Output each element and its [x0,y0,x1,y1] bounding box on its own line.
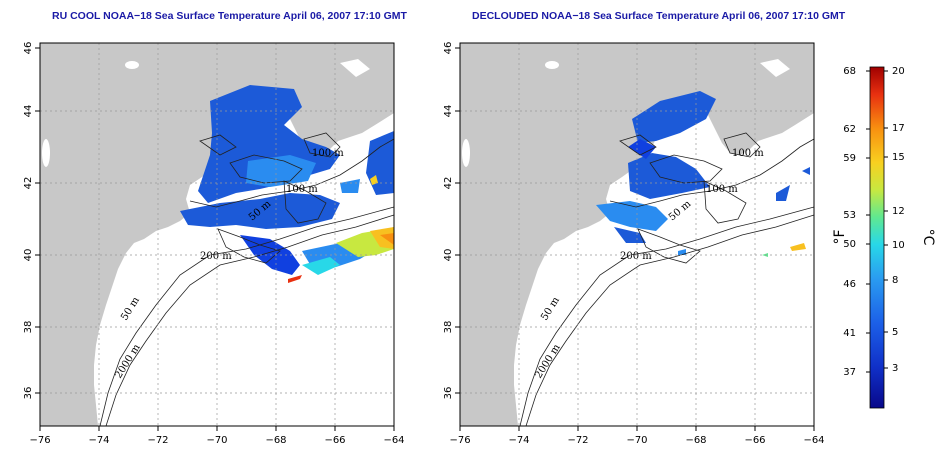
sst-small-patch [678,249,686,255]
bay [340,59,370,77]
x-tick-label: −72 [147,435,168,446]
lake [42,139,50,167]
lake [545,61,559,69]
celsius-tick-label: 15 [892,152,905,163]
right-map-title: DECLOUDED NOAA−18 Sea Surface Temperatur… [472,10,846,22]
fahrenheit-tick-label: 59 [843,153,856,164]
sst-east-fragment [776,185,790,201]
y-tick-label: 42 [443,177,454,190]
y-tick-label: 36 [443,387,454,400]
sst-warm-patch [246,155,316,187]
y-tick-label: 40 [23,249,34,262]
sst-gulf-stream-fragment [790,243,806,251]
sst-southern-shelf [596,201,668,231]
contour-label: 200 m [620,251,652,262]
y-tick-label: 40 [443,249,454,262]
y-tick-label: 42 [23,177,34,190]
x-tick-label: −64 [803,435,824,446]
island [704,131,712,143]
y-tick-label: 46 [443,42,454,55]
sst-scattered [340,179,360,193]
celsius-unit-label: °C [920,229,936,246]
axis-ticks [35,47,395,431]
fahrenheit-tick-label: 46 [843,279,856,290]
y-tick-label: 44 [443,105,454,118]
temperature-colorbar: 68 62 59 53 50 46 41 37 20 17 15 12 10 8… [830,55,936,425]
x-tick-label: −70 [626,435,647,446]
fahrenheit-tick-label: 37 [843,367,856,378]
celsius-tick-label: 10 [892,240,905,251]
x-tick-label: −66 [324,435,345,446]
x-tick-label: −72 [567,435,588,446]
y-tick-label: 38 [443,321,454,334]
sst-coastal-band [628,153,710,199]
sst-gulf-stream-core [380,233,394,245]
celsius-tick-label: 5 [892,327,898,338]
gridlines [40,43,394,426]
x-tick-label: −68 [685,435,706,446]
left-sst-map: 100 m 100 m 50 m 200 m 50 m 2000 m 46 44… [23,42,405,446]
sst-warm-filament [302,257,340,275]
celsius-tick-label: 17 [892,123,905,134]
x-tick-label: −64 [383,435,404,446]
sst-coastal-cool [628,139,656,159]
x-tick-label: −74 [88,435,109,446]
lake [462,139,470,167]
contour-label: 100 m [732,148,764,159]
bathymetry-contours [99,132,395,427]
fahrenheit-tick-label: 68 [843,66,856,77]
fahrenheit-tick-label: 53 [843,210,856,221]
sst-red-streak [288,275,302,283]
y-tick-label: 38 [23,321,34,334]
sst-gulf-stream [370,227,394,249]
y-tick-label: 44 [23,105,34,118]
x-tick-label: −70 [206,435,227,446]
lake [125,61,139,69]
celsius-tick-label: 20 [892,66,905,77]
sst-ne-fragment [802,167,810,175]
left-map-title: RU COOL NOAA−18 Sea Surface Temperature … [52,10,407,22]
contour-label: 200 m [200,251,232,262]
right-sst-map: 100 m 100 m 50 m 200 m 50 m 2000 m 46 44… [443,42,825,446]
fahrenheit-unit-label: °F [832,229,848,244]
celsius-tick-label: 8 [892,275,898,286]
fahrenheit-tick-label: 62 [843,124,856,135]
contour-label: 100 m [706,184,738,195]
sst-shelf-patch [614,227,646,243]
contour-label: 100 m [312,148,344,159]
axis-ticks [455,47,815,431]
bathymetry-contours [519,132,815,427]
colorbar-ticks [866,70,888,373]
gridlines [460,43,814,426]
fahrenheit-tick-label: 50 [843,239,856,250]
sst-georges-bank [180,193,340,229]
celsius-tick-label: 3 [892,363,898,374]
fahrenheit-tick-label: 41 [843,328,856,339]
sst-gulf-of-maine [632,91,716,143]
bay [760,59,790,77]
x-tick-label: −76 [29,435,50,446]
x-tick-label: −76 [449,435,470,446]
x-tick-label: −68 [265,435,286,446]
contour-label: 100 m [286,184,318,195]
colorbar-gradient [869,66,885,409]
sst-yellow-spot [370,175,378,185]
x-tick-label: −74 [508,435,529,446]
y-tick-label: 46 [23,42,34,55]
x-tick-label: −66 [744,435,765,446]
celsius-tick-label: 12 [892,206,905,217]
y-tick-label: 36 [23,387,34,400]
